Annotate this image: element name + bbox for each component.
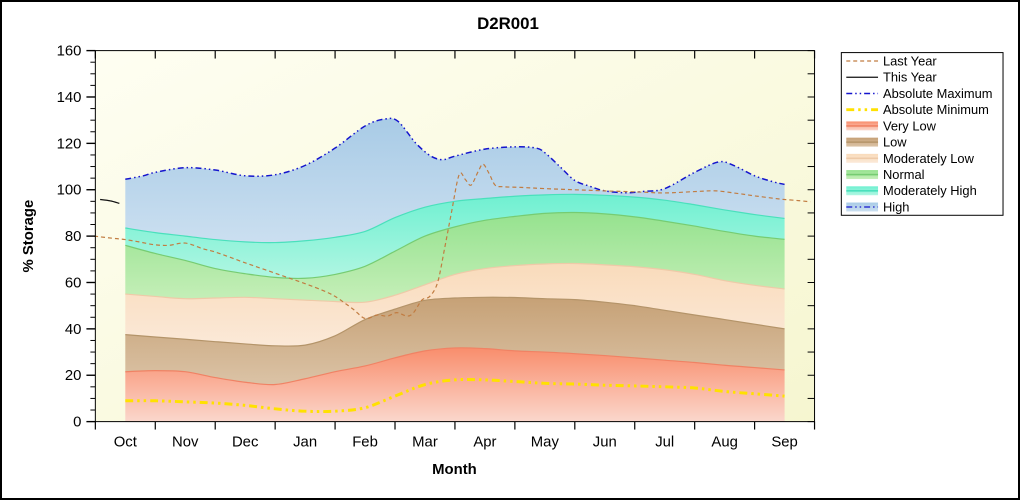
y-tick-label-60: 60 [65, 275, 82, 291]
x-tick-label-jul: Jul [655, 434, 674, 450]
x-axis-title: Month [432, 462, 477, 478]
line-absolute-minimum [125, 377, 785, 414]
percentile-bands [125, 118, 785, 422]
legend-label: This Year [883, 70, 937, 85]
legend-item-normal: Normal [846, 167, 924, 182]
y-tick-label-20: 20 [65, 368, 82, 384]
band-boundary-lines [125, 193, 785, 386]
legend-item-this-year: This Year [846, 70, 937, 85]
chart-title: D2R001 [477, 14, 539, 33]
band-boundary-moderately-high [125, 193, 785, 244]
axes [86, 49, 816, 430]
legend-label: Moderately High [883, 183, 977, 198]
band-high [125, 118, 785, 243]
band-boundary-very-low [125, 347, 785, 386]
band-moderately-low [125, 263, 785, 347]
legend-item-moderately-high: Moderately High [846, 183, 977, 198]
x-tick-label-apr: Apr [473, 434, 496, 450]
y-tick-label-120: 120 [57, 136, 82, 152]
line-this-year [100, 198, 120, 204]
legend-item-high: High [846, 199, 909, 214]
band-low [125, 297, 785, 385]
legend-item-moderately-low: Moderately Low [846, 151, 975, 166]
y-tick-label-100: 100 [57, 183, 82, 199]
x-tick-label-jun: Jun [593, 434, 617, 450]
legend-item-low: Low [846, 135, 907, 150]
legend-item-absolute-minimum: Absolute Minimum [846, 102, 989, 117]
band-moderately-high [125, 194, 785, 279]
x-tick-label-dec: Dec [232, 434, 259, 450]
legend-label: High [883, 199, 909, 214]
legend-swatch-high [846, 202, 879, 212]
band-normal [125, 212, 785, 303]
x-tick-label-nov: Nov [172, 434, 199, 450]
x-tick-label-feb: Feb [352, 434, 378, 450]
legend-label: Normal [883, 167, 925, 182]
legend-item-last-year: Last Year [846, 53, 937, 68]
y-tick-label-140: 140 [57, 90, 82, 106]
axis-tick-labels: 0 20 40 60 80 100 120 140 160 Oct Nov Dec Jan Feb Mar A… [57, 44, 798, 451]
x-tick-label-sep: Sep [771, 434, 797, 450]
legend-label: Low [883, 135, 907, 150]
y-tick-label-80: 80 [65, 229, 82, 245]
series-lines [94, 117, 811, 414]
y-tick-label-160: 160 [57, 44, 82, 60]
legend-label: Very Low [883, 118, 937, 133]
x-tick-label-mar: Mar [412, 434, 438, 450]
line-last-year [94, 163, 811, 320]
legend-item-absolute-maximum: Absolute Maximum [846, 86, 992, 101]
band-boundary-moderately-low [125, 262, 785, 304]
legend-label: Moderately Low [883, 151, 975, 166]
y-tick-label-0: 0 [73, 415, 81, 431]
x-tick-label-jan: Jan [293, 434, 317, 450]
y-axis-title: % Storage [21, 200, 37, 273]
band-very-low [125, 347, 785, 422]
band-boundary-normal [125, 211, 785, 280]
line-absolute-maximum [125, 117, 785, 194]
x-tick-label-aug: Aug [711, 434, 737, 450]
x-tick-label-may: May [531, 434, 560, 450]
legend-label: Absolute Minimum [883, 102, 989, 117]
x-tick-label-oct: Oct [114, 434, 138, 450]
legend-label: Last Year [883, 53, 937, 68]
y-tick-label-40: 40 [65, 322, 82, 338]
legend-label: Absolute Maximum [883, 86, 992, 101]
band-boundary-low [125, 296, 785, 347]
legend-item-very-low: Very Low [846, 118, 937, 133]
